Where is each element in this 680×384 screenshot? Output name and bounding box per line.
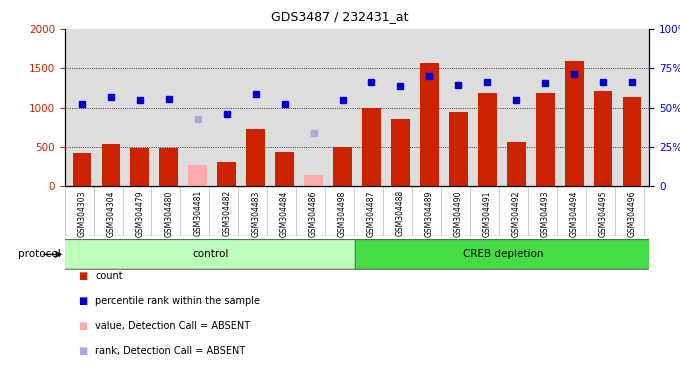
Bar [478,93,496,186]
Text: GSM304491: GSM304491 [483,190,492,237]
Text: CREB depletion: CREB depletion [463,249,543,260]
Text: GSM304496: GSM304496 [628,190,636,237]
Text: GSM304486: GSM304486 [309,190,318,237]
Text: GSM304498: GSM304498 [338,190,347,237]
Text: control: control [192,249,229,260]
FancyBboxPatch shape [355,240,651,269]
Text: GSM304492: GSM304492 [512,190,521,237]
Bar [536,93,555,186]
Bar [246,129,265,186]
Bar [188,165,207,186]
Text: GSM304495: GSM304495 [598,190,607,237]
Bar [73,153,91,186]
Text: GSM304493: GSM304493 [541,190,549,237]
Text: rank, Detection Call = ABSENT: rank, Detection Call = ABSENT [95,346,245,356]
Text: count: count [95,271,123,281]
Bar [275,152,294,186]
Bar [159,149,178,186]
Text: ■: ■ [78,321,88,331]
Bar [218,162,236,186]
Bar [507,142,526,186]
Text: ■: ■ [78,271,88,281]
Bar [131,148,150,186]
Text: GSM304483: GSM304483 [251,190,260,237]
Text: GDS3487 / 232431_at: GDS3487 / 232431_at [271,10,409,23]
Text: GSM304481: GSM304481 [193,190,202,237]
Bar [564,61,583,186]
Text: GSM304479: GSM304479 [135,190,144,237]
Bar [420,63,439,186]
Text: value, Detection Call = ABSENT: value, Detection Call = ABSENT [95,321,250,331]
Text: GSM304482: GSM304482 [222,190,231,237]
Bar [449,112,468,186]
Text: GSM304484: GSM304484 [280,190,289,237]
Bar [304,175,323,186]
Text: GSM304490: GSM304490 [454,190,463,237]
Text: ■: ■ [78,346,88,356]
Bar [623,97,641,186]
Bar [594,91,613,186]
Text: protocol: protocol [18,249,61,260]
Text: GSM304494: GSM304494 [570,190,579,237]
FancyBboxPatch shape [63,240,359,269]
Text: GSM304487: GSM304487 [367,190,376,237]
Text: GSM304480: GSM304480 [165,190,173,237]
Bar [101,144,120,186]
Text: GSM304489: GSM304489 [425,190,434,237]
Text: GSM304304: GSM304304 [107,190,116,237]
Text: GSM304303: GSM304303 [78,190,86,237]
Text: GSM304488: GSM304488 [396,190,405,237]
Text: ■: ■ [78,296,88,306]
Bar [362,108,381,186]
Text: percentile rank within the sample: percentile rank within the sample [95,296,260,306]
Bar [333,147,352,186]
Bar [391,119,410,186]
